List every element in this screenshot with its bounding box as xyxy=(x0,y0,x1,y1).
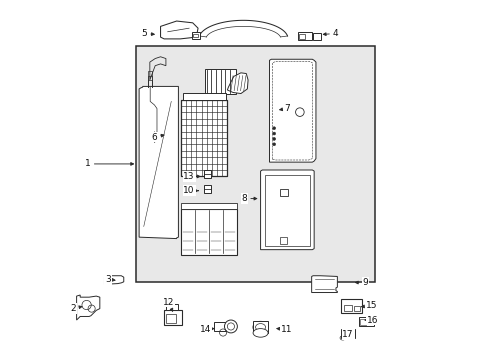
Circle shape xyxy=(272,143,275,146)
Bar xyxy=(340,329,354,338)
Text: 6: 6 xyxy=(151,132,163,141)
Bar xyxy=(165,314,175,323)
Bar xyxy=(204,185,210,193)
Text: 7: 7 xyxy=(279,104,290,113)
Bar xyxy=(298,32,311,40)
Text: 8: 8 xyxy=(241,194,256,203)
Bar xyxy=(253,321,267,333)
Polygon shape xyxy=(260,170,313,249)
Bar xyxy=(360,319,365,325)
Ellipse shape xyxy=(253,321,267,333)
Bar xyxy=(264,175,309,246)
Text: 4: 4 xyxy=(323,29,338,38)
Text: 14: 14 xyxy=(199,325,214,334)
Text: 15: 15 xyxy=(361,301,376,310)
Circle shape xyxy=(272,127,275,130)
Circle shape xyxy=(224,320,237,333)
Bar xyxy=(193,34,197,37)
Text: 13: 13 xyxy=(183,172,200,181)
Text: 3: 3 xyxy=(105,275,115,284)
Bar xyxy=(205,68,235,94)
Bar xyxy=(204,170,210,178)
Polygon shape xyxy=(139,86,178,239)
Text: 2: 2 xyxy=(70,304,81,313)
Text: 17: 17 xyxy=(342,330,353,339)
Circle shape xyxy=(272,132,275,135)
Bar xyxy=(313,33,321,40)
Bar xyxy=(353,306,359,311)
Bar xyxy=(164,310,182,325)
Bar xyxy=(181,208,236,255)
Bar xyxy=(340,298,361,313)
Bar xyxy=(135,46,374,282)
Polygon shape xyxy=(227,73,247,94)
Text: 11: 11 xyxy=(276,325,292,334)
Bar xyxy=(214,322,225,331)
Bar xyxy=(165,304,178,310)
Polygon shape xyxy=(160,21,198,39)
Bar xyxy=(298,34,304,39)
Bar xyxy=(181,203,236,208)
Text: 10: 10 xyxy=(183,186,198,195)
Text: 9: 9 xyxy=(355,278,367,287)
Circle shape xyxy=(272,138,275,140)
Polygon shape xyxy=(269,59,315,162)
Ellipse shape xyxy=(253,329,267,337)
Bar xyxy=(192,32,200,39)
Bar xyxy=(183,93,225,100)
Bar xyxy=(348,335,353,339)
Text: 1: 1 xyxy=(85,159,133,168)
Bar xyxy=(181,100,227,176)
Polygon shape xyxy=(311,276,337,293)
Text: 12: 12 xyxy=(163,298,174,311)
Bar xyxy=(358,317,373,326)
Text: 5: 5 xyxy=(142,29,154,38)
Bar xyxy=(279,237,287,244)
Bar xyxy=(343,305,351,311)
Polygon shape xyxy=(77,295,100,320)
Polygon shape xyxy=(104,276,123,284)
Bar xyxy=(279,189,288,196)
Text: 16: 16 xyxy=(365,315,377,324)
